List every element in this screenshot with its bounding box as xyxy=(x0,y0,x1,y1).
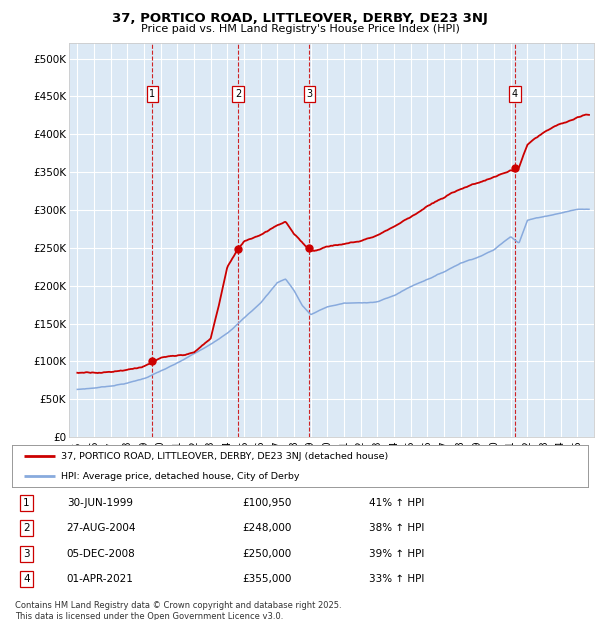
Text: 30-JUN-1999: 30-JUN-1999 xyxy=(67,498,133,508)
Text: 1: 1 xyxy=(149,89,155,99)
Text: 41% ↑ HPI: 41% ↑ HPI xyxy=(369,498,424,508)
Text: £250,000: £250,000 xyxy=(242,549,292,559)
Text: 27-AUG-2004: 27-AUG-2004 xyxy=(67,523,136,533)
Text: £248,000: £248,000 xyxy=(242,523,292,533)
Text: 37, PORTICO ROAD, LITTLEOVER, DERBY, DE23 3NJ (detached house): 37, PORTICO ROAD, LITTLEOVER, DERBY, DE2… xyxy=(61,452,388,461)
Text: Contains HM Land Registry data © Crown copyright and database right 2025.
This d: Contains HM Land Registry data © Crown c… xyxy=(15,601,341,620)
Text: 2: 2 xyxy=(23,523,30,533)
Text: 2: 2 xyxy=(235,89,241,99)
Text: 3: 3 xyxy=(306,89,313,99)
Text: 33% ↑ HPI: 33% ↑ HPI xyxy=(369,574,424,584)
Text: 39% ↑ HPI: 39% ↑ HPI xyxy=(369,549,424,559)
Text: 37, PORTICO ROAD, LITTLEOVER, DERBY, DE23 3NJ: 37, PORTICO ROAD, LITTLEOVER, DERBY, DE2… xyxy=(112,12,488,25)
Text: 38% ↑ HPI: 38% ↑ HPI xyxy=(369,523,424,533)
Text: £355,000: £355,000 xyxy=(242,574,292,584)
Text: £100,950: £100,950 xyxy=(242,498,292,508)
Text: 3: 3 xyxy=(23,549,30,559)
Text: Price paid vs. HM Land Registry's House Price Index (HPI): Price paid vs. HM Land Registry's House … xyxy=(140,24,460,33)
Text: 1: 1 xyxy=(23,498,30,508)
Text: HPI: Average price, detached house, City of Derby: HPI: Average price, detached house, City… xyxy=(61,472,299,480)
Text: 05-DEC-2008: 05-DEC-2008 xyxy=(67,549,136,559)
Text: 4: 4 xyxy=(23,574,30,584)
Text: 4: 4 xyxy=(512,89,518,99)
Text: 01-APR-2021: 01-APR-2021 xyxy=(67,574,134,584)
